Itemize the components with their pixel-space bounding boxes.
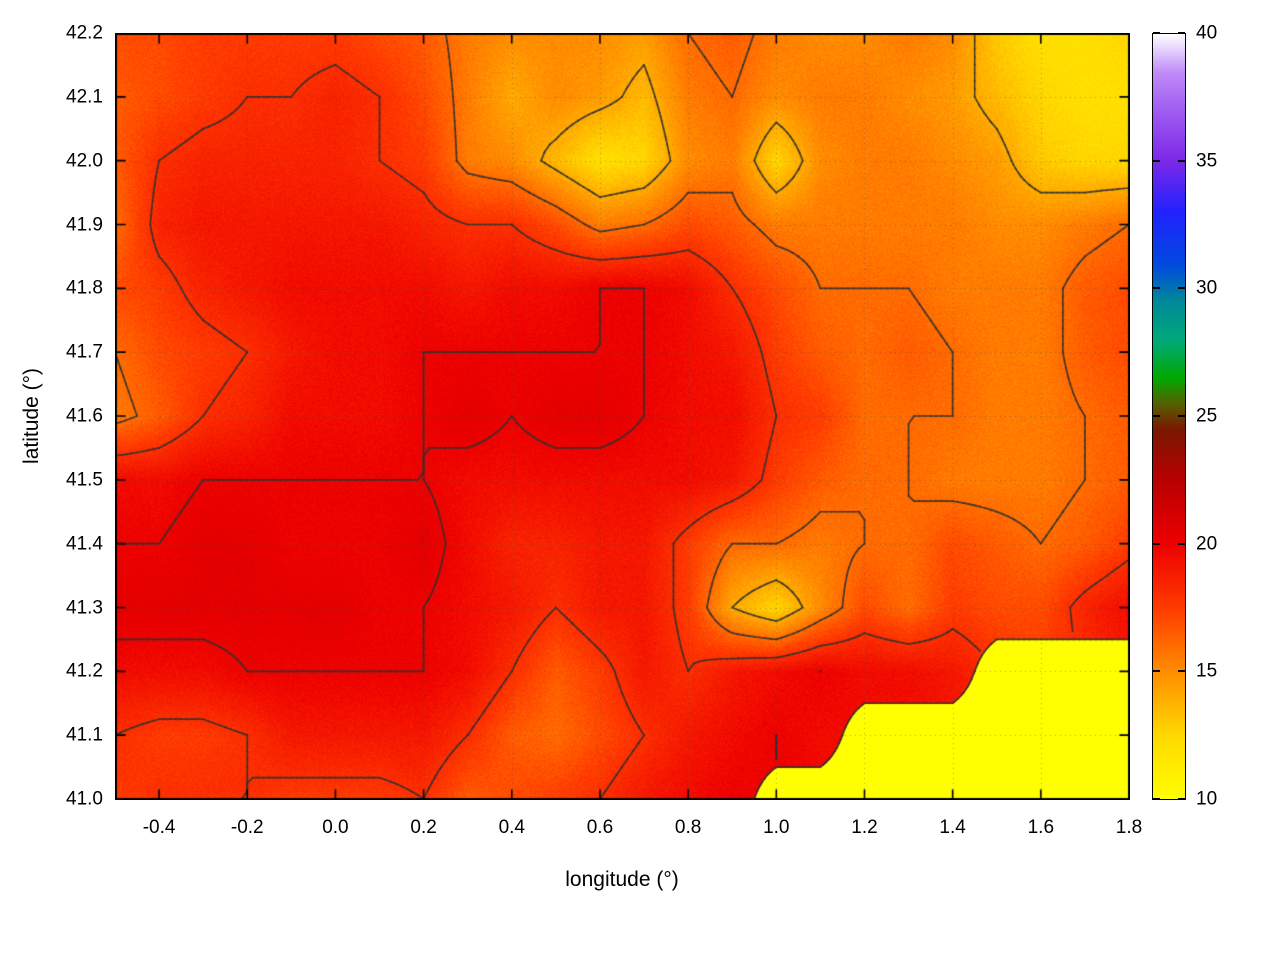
y-tick-label: 41.3 [66,597,103,618]
colorbar-tick [1178,542,1185,545]
colorbar-label: Tground (°C) [0,0,14,640]
y-tick-label: 41.4 [66,533,103,555]
y-tick-label: 42.2 [66,22,103,44]
y-axis-label: latitude (°) [20,368,43,464]
x-tick-label: 1.6 [1027,817,1055,838]
colorbar-tick [1153,798,1160,800]
x-tick-label: 0.0 [322,817,349,838]
y-tick-label: 42.1 [66,86,103,108]
y-tick-label: 41.7 [66,341,103,363]
y-tick-label: 41.6 [66,405,103,427]
x-tick-label: 0.8 [674,817,702,838]
colorbar-tick [1178,415,1185,417]
x-tick-label: 0.6 [586,817,614,838]
colorbar-tick [1153,287,1160,290]
y-tick-label: 42.0 [66,150,103,172]
y-tick-label: 41.9 [66,214,103,235]
colorbar-tick-label: 30 [1196,277,1218,299]
colorbar-tick [1178,32,1185,34]
y-tick-label: 41.5 [66,469,103,491]
colorbar-tick [1178,670,1185,673]
colorbar-tick [1178,287,1185,290]
x-tick-label: 1.2 [851,817,878,838]
colorbar-tick-label: 10 [1196,788,1218,810]
x-tick-label: 1.4 [939,817,966,838]
colorbar-tick [1153,670,1160,673]
colorbar-tick [1153,415,1160,417]
colorbar-tick-label: 35 [1196,150,1218,172]
y-tick-label: 41.2 [66,660,103,682]
y-tick-label: 41.8 [66,277,103,299]
x-tick-label: 1.8 [1115,817,1143,838]
y-tick-label: 41.0 [66,788,103,810]
x-tick-label: 1.0 [763,817,790,838]
colorbar-tick-label: 40 [1196,22,1218,44]
colorbar-tick [1178,159,1185,162]
colorbar-tick-label: 20 [1196,533,1218,555]
heatmap-canvas [115,33,1130,800]
colorbar-tick [1153,542,1160,545]
x-tick-label: -0.4 [142,817,176,838]
colorbar-tick-label: 15 [1196,660,1218,682]
x-tick-label: 0.4 [498,817,525,838]
x-axis-label: longitude (°) [565,868,679,891]
x-tick-label: 0.2 [410,817,437,838]
y-tick-label: 41.1 [66,724,103,746]
colorbar-tick [1153,159,1160,162]
colorbar-tick [1153,32,1160,34]
colorbar-tick [1178,798,1185,800]
colorbar-tick-label: 25 [1196,405,1218,427]
x-tick-label: -0.2 [230,817,264,838]
